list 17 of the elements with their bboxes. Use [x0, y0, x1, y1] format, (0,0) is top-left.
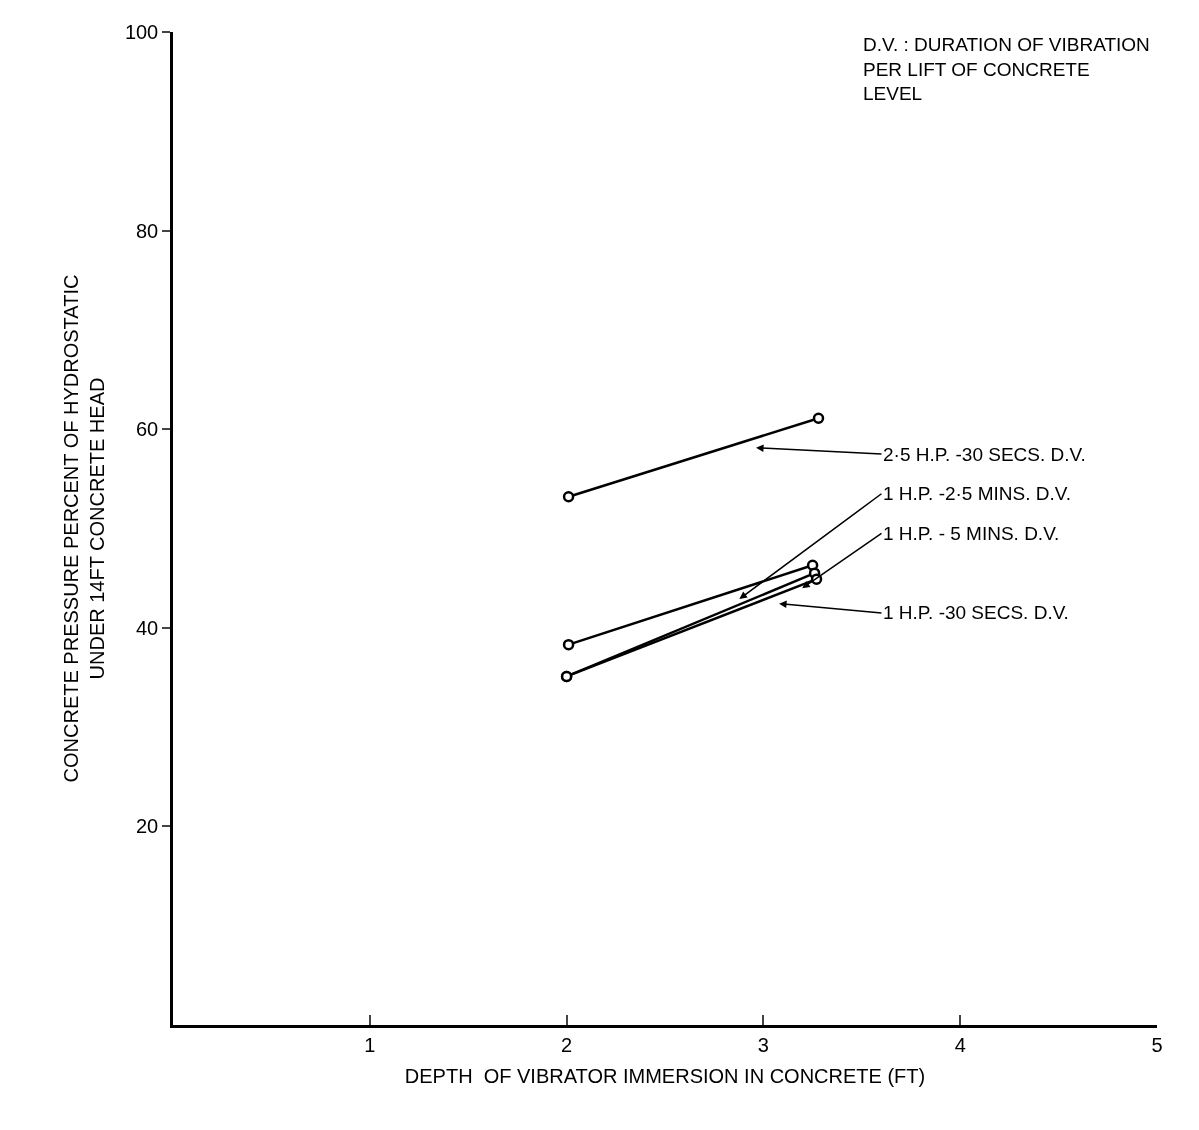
annotation: D.V. : DURATION OF VIBRATION PER LIFT OF CONCRETE LEVEL: [863, 34, 1150, 105]
text: 1 H.P. - 5 MINS. D.V.: [883, 523, 1060, 544]
y-tick-label: 20: [136, 815, 159, 838]
y-tick-label: 80: [136, 219, 159, 242]
x-tick-label: 4: [954, 1033, 966, 1056]
y-tick-label: 40: [136, 616, 159, 639]
x-tick-label: 3: [757, 1033, 769, 1056]
text: 1 H.P. -30 SECS. D.V.: [883, 602, 1069, 623]
x-tick-label: 2: [561, 1033, 573, 1056]
y-axis-title: CONCRETE PRESSURE PERCENT OF HYDROSTATIC UNDER 14FT CONCRETE HEAD: [60, 274, 109, 783]
text: 2·5 H.P. -30 SECS. D.V.: [883, 444, 1086, 465]
text: 1 H.P. -2·5 MINS. D.V.: [883, 483, 1071, 504]
y-tick-label: 60: [136, 418, 159, 441]
x-axis-title: DEPTH OF VIBRATOR IMMERSION IN CONCRETE (FT): [404, 1065, 926, 1088]
x-tick-label: 5: [1151, 1033, 1163, 1056]
y-tick-label: 100: [124, 21, 159, 43]
x-tick-label: 1: [364, 1033, 376, 1056]
